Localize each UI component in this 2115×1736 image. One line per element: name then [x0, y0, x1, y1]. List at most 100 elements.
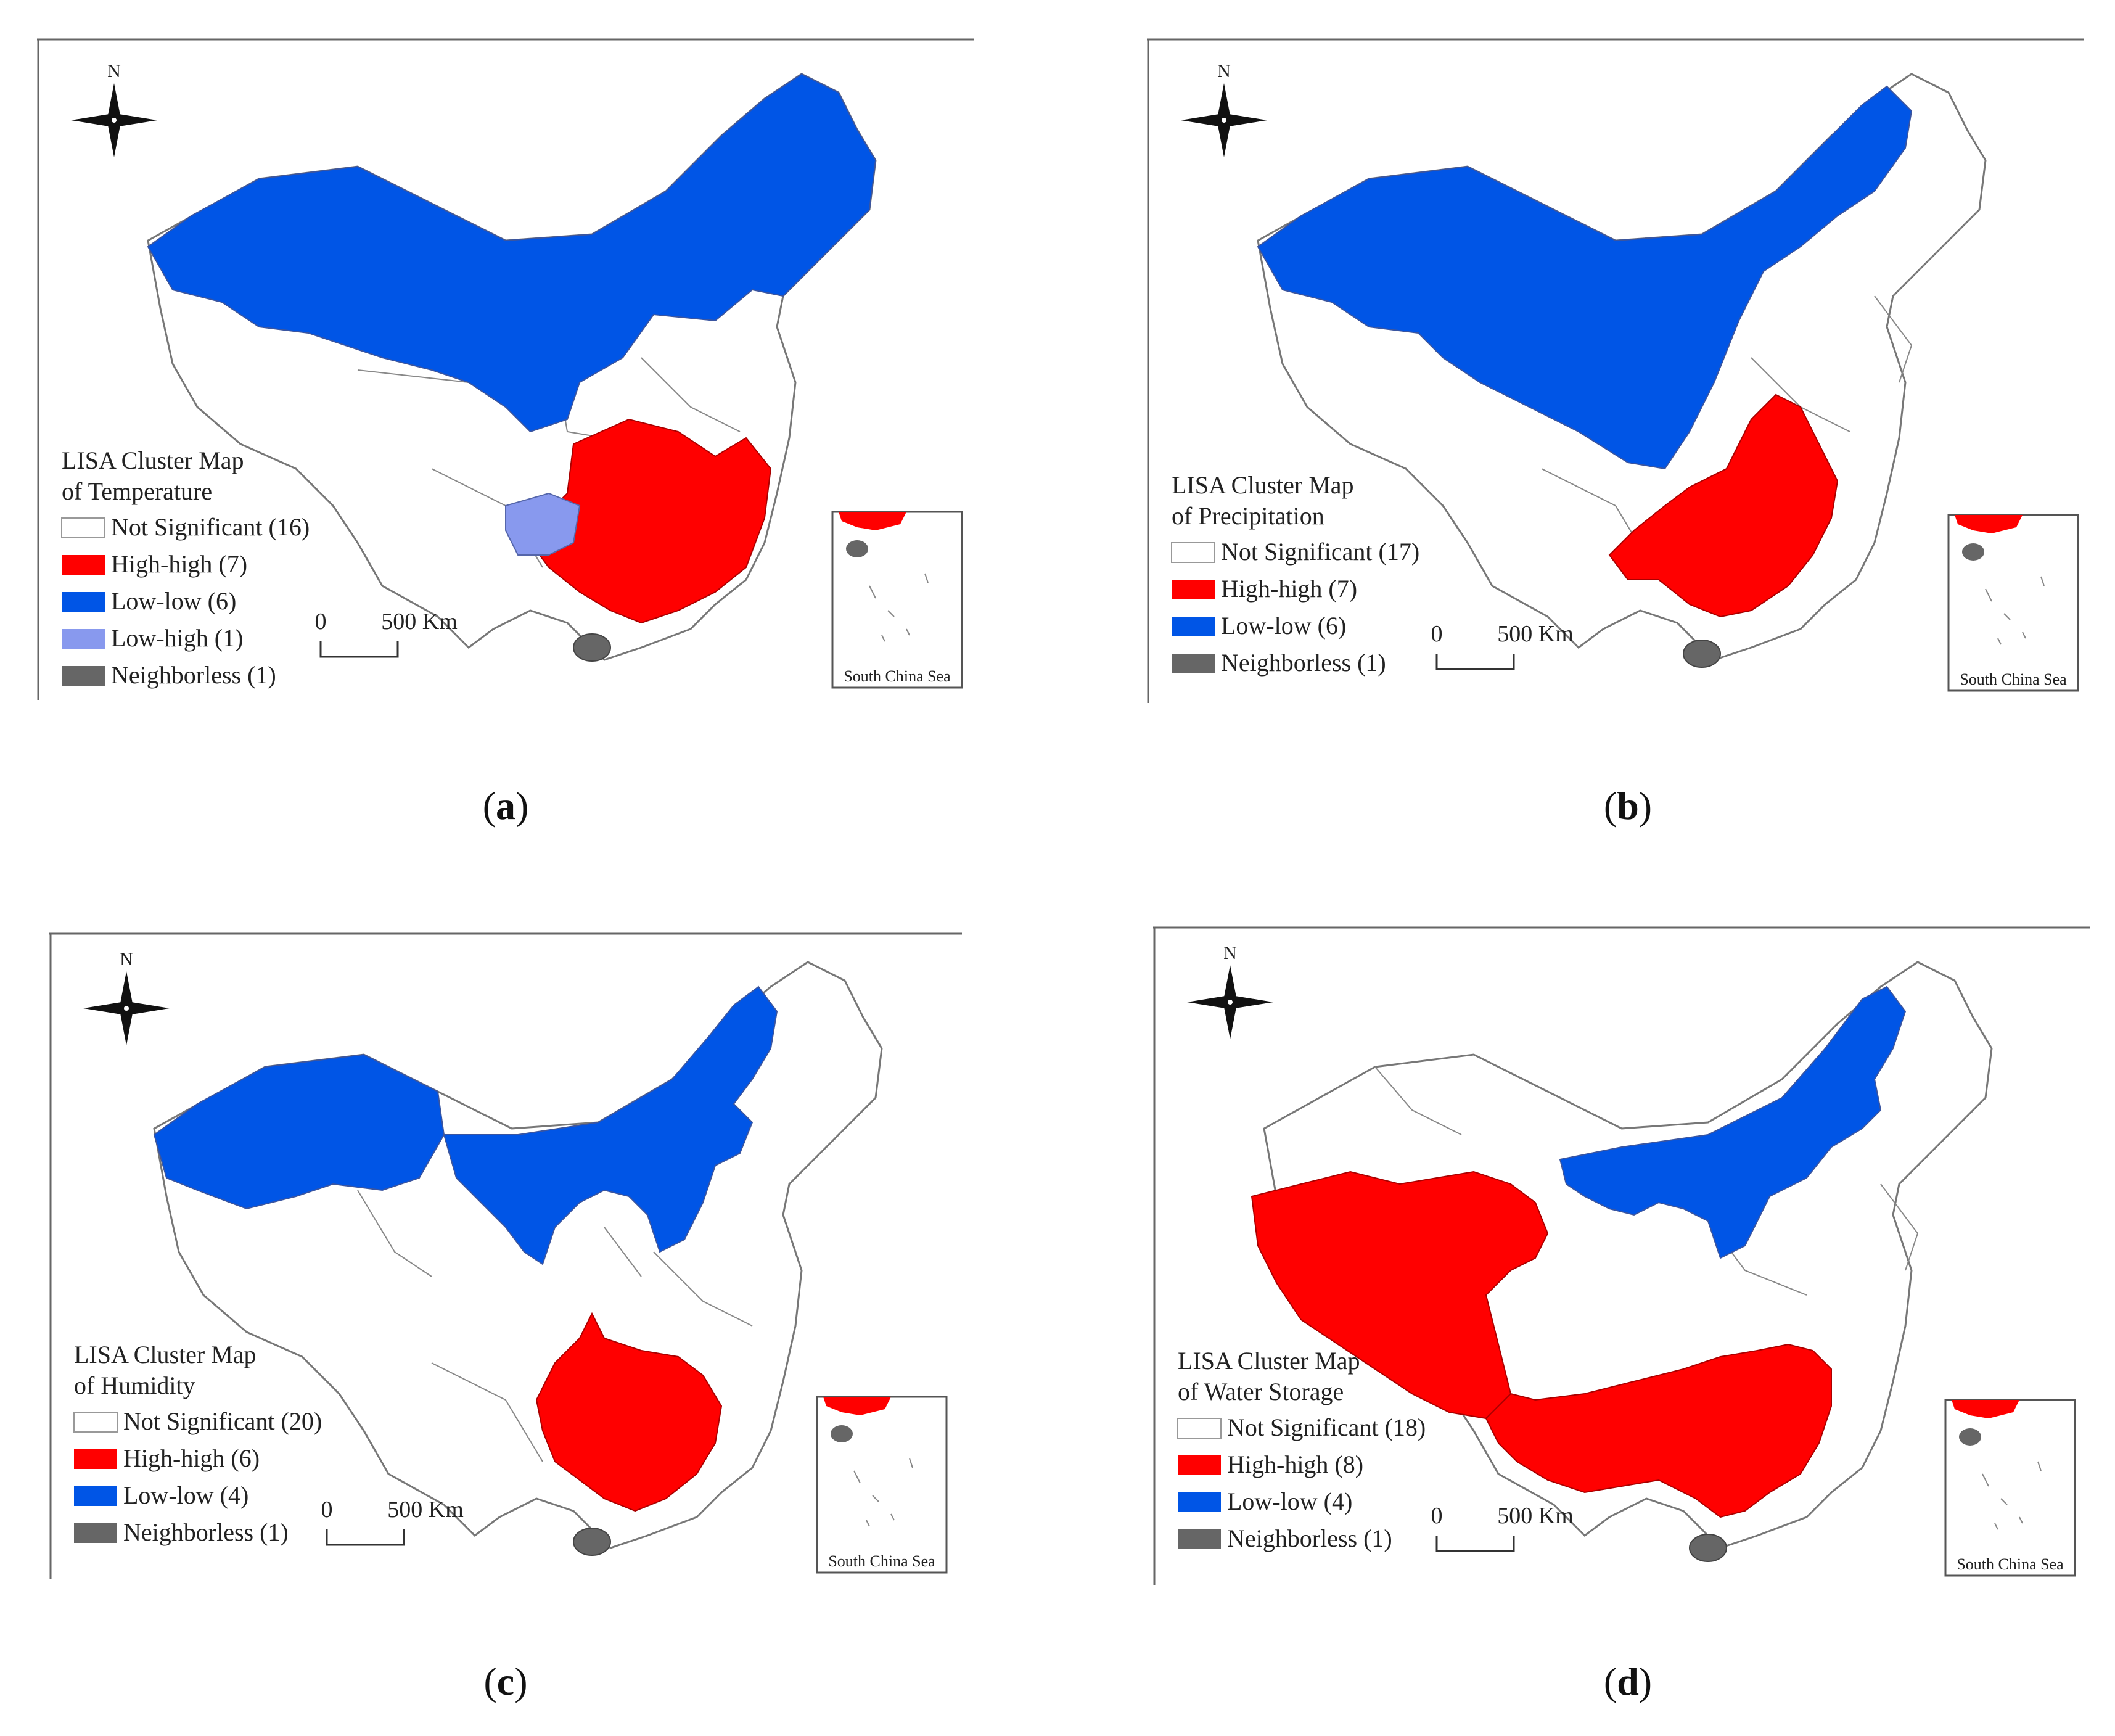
north-label: N — [107, 61, 121, 81]
province-boundaries — [357, 1190, 753, 1462]
legend-item-not-significant: Not Significant (18) — [1177, 1413, 1426, 1441]
panel-caption-c: (c) — [413, 1659, 598, 1705]
legend-item-not-significant: Not Significant (17) — [1171, 538, 1419, 566]
south-china-sea-inset: South China Sea — [1944, 1399, 2076, 1577]
neighborless-region — [573, 633, 611, 662]
caption-letter: b — [1617, 784, 1639, 828]
legend-item-low-low: Low-low (6) — [1172, 612, 1346, 640]
legend-title-line1: LISA Cluster Map — [1178, 1347, 1360, 1375]
caption-paren: ) — [515, 784, 529, 828]
scale-bar: 0 500 Km — [321, 1497, 464, 1546]
legend-label: Not Significant (18) — [1227, 1413, 1426, 1441]
panel-a: N LISA Cluster Map of Temperature Not Si… — [37, 38, 974, 700]
high-high-region — [1608, 393, 1839, 618]
legend-title-line2: of Humidity — [74, 1372, 195, 1399]
north-arrow-icon: N — [1187, 943, 1273, 1039]
caption-paren: ( — [1603, 784, 1617, 828]
legend-label: High-high (6) — [123, 1444, 260, 1472]
legend-label: Low-low (4) — [123, 1481, 248, 1509]
scale-distance: 500 Km — [1497, 1503, 1574, 1529]
scale-zero: 0 — [321, 1497, 333, 1523]
neighborless-region — [1683, 640, 1721, 668]
legend-label: Not Significant (20) — [123, 1407, 322, 1435]
panel-b: N LISA Cluster Map of Precipitation Not … — [1147, 38, 2084, 703]
scale-zero: 0 — [1431, 1503, 1443, 1529]
north-arrow-icon: N — [1181, 61, 1267, 157]
south-china-sea-inset: South China Sea — [816, 1396, 948, 1574]
legend-item-not-significant: Not Significant (20) — [73, 1407, 322, 1435]
north-label: N — [120, 949, 133, 969]
low-high-region — [505, 492, 581, 556]
north-arrow-icon: N — [71, 61, 157, 157]
caption-paren: ) — [514, 1660, 528, 1703]
legend: LISA Cluster Map of Precipitation Not Si… — [1171, 471, 1419, 677]
low-low-region — [1257, 85, 1913, 470]
legend-label: Low-high (1) — [111, 624, 243, 652]
caption-letter: d — [1617, 1660, 1639, 1703]
legend-label: Low-low (4) — [1227, 1487, 1352, 1515]
legend-title-line2: of Temperature — [62, 477, 212, 505]
legend-item-high-high: High-high (8) — [1178, 1450, 1363, 1478]
inset-label: South China Sea — [828, 1552, 935, 1570]
legend-label: High-high (7) — [1221, 575, 1357, 603]
legend-item-low-high: Low-high (1) — [62, 624, 243, 652]
high-high-region — [535, 1312, 723, 1512]
legend-item-high-high: High-high (7) — [62, 550, 247, 578]
caption-letter: a — [496, 784, 515, 828]
south-china-sea-inset: South China Sea — [831, 511, 963, 689]
legend-item-low-low: Low-low (6) — [62, 587, 236, 615]
neighborless-region — [573, 1528, 611, 1556]
legend: LISA Cluster Map of Temperature Not Sign… — [61, 446, 310, 689]
caption-paren: ) — [1638, 1660, 1653, 1703]
legend-item-neighborless: Neighborless (1) — [74, 1518, 289, 1546]
caption-letter: c — [496, 1660, 515, 1703]
legend-item-high-high: High-high (6) — [74, 1444, 260, 1472]
north-arrow-icon: N — [83, 949, 170, 1045]
legend-label: Low-low (6) — [111, 587, 236, 615]
north-label: N — [1217, 61, 1231, 81]
legend-title-line2: of Water Storage — [1178, 1378, 1344, 1405]
legend-item-low-low: Low-low (4) — [74, 1481, 248, 1509]
scale-bar: 0 500 Km — [1431, 621, 1574, 670]
legend-title-line2: of Precipitation — [1172, 502, 1324, 530]
low-low-region — [1559, 985, 1907, 1259]
panel-caption-a: (a) — [413, 783, 598, 829]
legend-title-line1: LISA Cluster Map — [1172, 471, 1354, 499]
legend-item-high-high: High-high (7) — [1172, 575, 1357, 603]
legend-label: Not Significant (17) — [1221, 538, 1419, 566]
legend-label: High-high (8) — [1227, 1450, 1363, 1478]
legend-item-low-low: Low-low (4) — [1178, 1487, 1352, 1515]
scale-bar: 0 500 Km — [315, 609, 458, 658]
inset-label: South China Sea — [844, 667, 951, 685]
legend-title-line1: LISA Cluster Map — [62, 446, 244, 474]
scale-bar: 0 500 Km — [1431, 1503, 1574, 1552]
legend-item-not-significant: Not Significant (16) — [61, 513, 310, 541]
legend-item-neighborless: Neighborless (1) — [1172, 649, 1386, 677]
neighborless-region — [1689, 1534, 1727, 1562]
legend-item-neighborless: Neighborless (1) — [62, 661, 276, 689]
low-low-region-north — [443, 985, 778, 1265]
scale-zero: 0 — [1431, 621, 1443, 647]
panel-d: N LISA Cluster Map of Water Storage Not … — [1153, 926, 2090, 1585]
legend-label: Neighborless (1) — [1227, 1524, 1392, 1552]
scale-zero: 0 — [315, 609, 327, 635]
caption-paren: ( — [482, 784, 496, 828]
inset-label: South China Sea — [1960, 670, 2067, 688]
scale-distance: 500 Km — [1497, 621, 1574, 647]
south-china-sea-inset: South China Sea — [1947, 514, 2079, 692]
panel-caption-b: (b) — [1535, 783, 1720, 829]
legend-title-line1: LISA Cluster Map — [74, 1341, 257, 1368]
legend-label: Neighborless (1) — [1221, 649, 1386, 677]
caption-paren: ) — [1638, 784, 1653, 828]
caption-paren: ( — [1603, 1660, 1617, 1703]
legend-label: Neighborless (1) — [111, 661, 276, 689]
low-low-region — [147, 73, 877, 433]
legend-label: High-high (7) — [111, 550, 247, 578]
legend-label: Not Significant (16) — [111, 513, 310, 541]
panel-c: N LISA Cluster Map of Humidity Not Signi… — [49, 932, 962, 1579]
high-high-region-south — [1485, 1343, 1832, 1518]
inset-label: South China Sea — [1957, 1555, 2064, 1573]
legend-label: Neighborless (1) — [123, 1518, 289, 1546]
low-low-region-west — [153, 1053, 445, 1210]
scale-distance: 500 Km — [387, 1497, 464, 1523]
